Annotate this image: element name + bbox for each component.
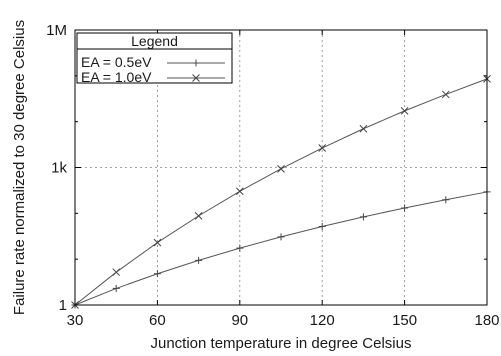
data-point — [153, 270, 161, 278]
series-lines — [71, 75, 491, 309]
data-point — [401, 204, 409, 212]
data-point — [236, 244, 244, 252]
series-1 — [71, 188, 491, 309]
legend-box — [76, 32, 233, 84]
x-tick-label: 180 — [474, 312, 499, 329]
data-point — [235, 187, 244, 196]
x-tick-label: 150 — [392, 312, 417, 329]
data-point — [277, 164, 285, 173]
x-tick-label: 30 — [67, 312, 84, 329]
legend-entry-label: EA = 0.5eV — [81, 54, 152, 70]
x-tick-label: 120 — [310, 312, 335, 329]
data-point — [112, 284, 120, 292]
series-line — [74, 191, 488, 306]
x-axis-title: Junction temperature in degree Celsius — [151, 335, 412, 352]
y-axis-title: Failure rate normalized to 30 degree Cel… — [11, 20, 28, 315]
data-point — [359, 213, 367, 221]
legend-title: Legend — [131, 33, 178, 49]
series-line — [74, 78, 488, 306]
y-tick-label: 1 — [59, 297, 67, 314]
data-point — [112, 268, 121, 277]
data-point — [400, 107, 409, 115]
data-point — [359, 124, 368, 133]
x-tick-label: 90 — [231, 312, 248, 329]
legend-entry-label: EA = 1.0eV — [81, 69, 152, 85]
data-point — [277, 233, 285, 241]
y-tick-label: 1M — [46, 22, 67, 39]
data-point — [442, 196, 450, 204]
data-point — [318, 144, 327, 152]
data-point — [153, 238, 162, 247]
y-tick-label: 1k — [51, 160, 67, 177]
data-point — [441, 90, 450, 99]
axis-ticks: 30 60 90 120 150 180 1 1k 1M — [46, 22, 499, 329]
x-tick-label: 60 — [149, 312, 166, 329]
data-point — [195, 256, 203, 264]
data-point — [318, 223, 326, 231]
legend-entry-marker — [192, 59, 200, 67]
series-2 — [71, 75, 491, 309]
legend-entry-marker — [192, 74, 200, 82]
data-point — [194, 212, 203, 220]
